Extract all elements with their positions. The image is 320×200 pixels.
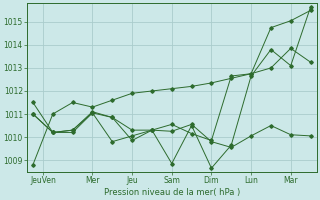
- X-axis label: Pression niveau de la mer( hPa ): Pression niveau de la mer( hPa ): [104, 188, 240, 197]
